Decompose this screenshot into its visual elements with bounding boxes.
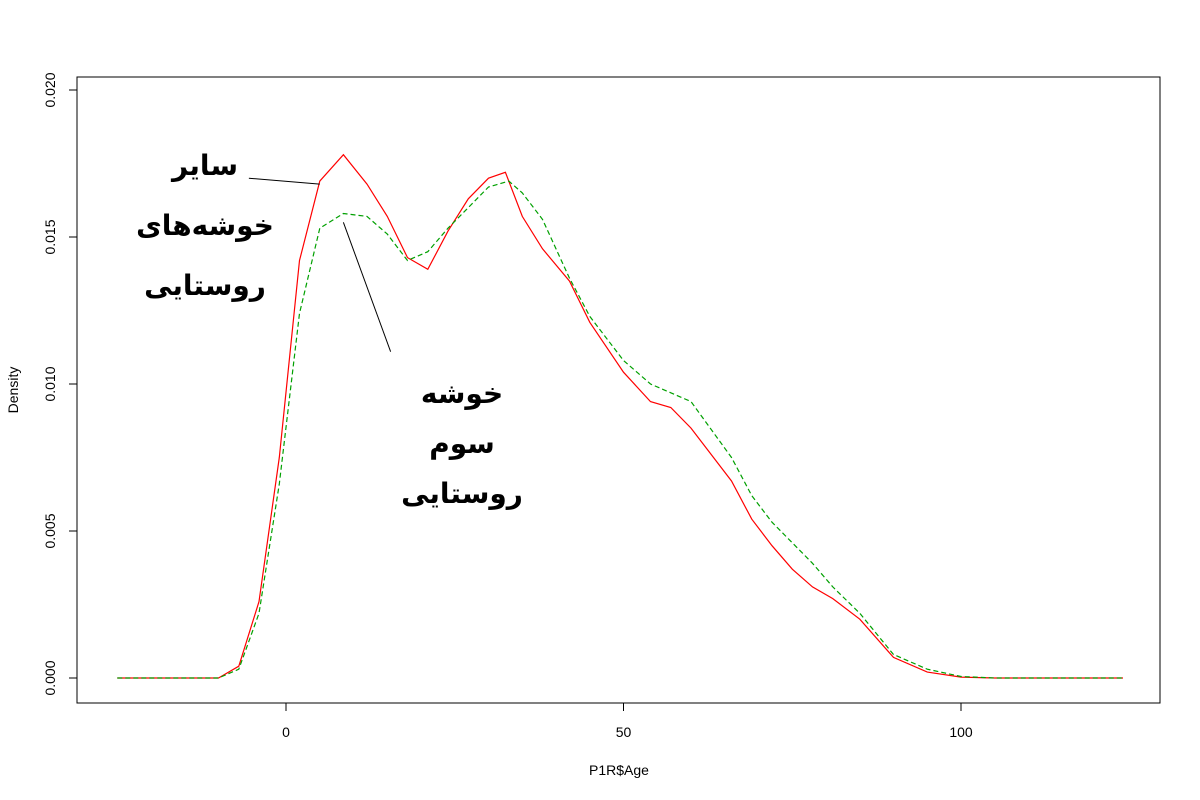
y-tick-label: 0.015: [42, 219, 58, 254]
y-tick-label: 0.010: [42, 366, 58, 401]
annotation-label-2: سوم: [429, 427, 495, 460]
annotation-label-1: خوشه‌های: [136, 209, 274, 242]
plot-frame: [76, 76, 1161, 704]
y-tick-label: 0.005: [42, 513, 58, 548]
y-axis-label: Density: [5, 367, 21, 414]
x-tick-label: 100: [949, 724, 973, 740]
x-tick-label: 0: [282, 724, 290, 740]
annotation-label-1: سایر: [170, 149, 238, 182]
annotation-pointer-1: [248, 177, 320, 185]
annotation-pointer-2: [342, 222, 392, 352]
annotation-label-2: خوشه: [421, 377, 503, 410]
x-tick-label: 50: [616, 724, 632, 740]
series-line-2: [117, 180, 1123, 679]
annotation-label-1: روستایی: [144, 269, 266, 302]
y-tick-label: 0.000: [42, 660, 58, 695]
x-axis-label: P1R$Age: [589, 762, 649, 778]
series-line-1: [117, 153, 1123, 679]
y-tick-label: 0.020: [42, 72, 58, 107]
annotation-label-2: روستایی: [401, 477, 523, 510]
